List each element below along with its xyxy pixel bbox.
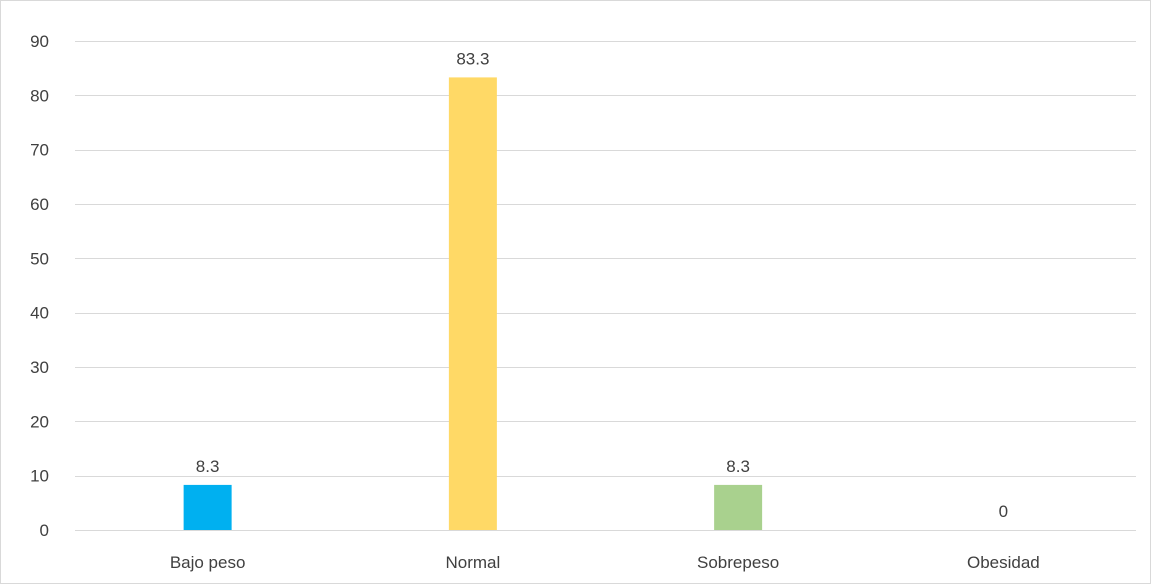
y-tick-label: 60 [30, 195, 49, 214]
y-axis-ticks: 0 10 20 30 40 50 60 70 80 90 [30, 32, 49, 540]
data-labels: 8.3 83.3 8.3 0 [196, 49, 1008, 521]
y-tick-label: 70 [30, 141, 49, 160]
x-tick-label: Sobrepeso [697, 553, 779, 572]
bar [183, 484, 232, 530]
x-tick-label: Bajo peso [170, 553, 246, 572]
gridlines [75, 41, 1136, 531]
data-label: 8.3 [196, 457, 220, 476]
bars [183, 77, 763, 531]
y-tick-label: 30 [30, 358, 49, 377]
bar [714, 484, 763, 530]
y-tick-label: 90 [30, 32, 49, 51]
y-tick-label: 80 [30, 86, 49, 105]
x-axis-ticks: Bajo peso Normal Sobrepeso Obesidad [170, 553, 1040, 572]
y-tick-label: 0 [40, 521, 49, 540]
bar [448, 77, 497, 531]
y-tick-label: 10 [30, 467, 49, 486]
x-tick-label: Obesidad [967, 553, 1040, 572]
y-tick-label: 50 [30, 249, 49, 268]
y-tick-label: 40 [30, 304, 49, 323]
data-label: 0 [999, 502, 1008, 521]
data-label: 83.3 [456, 49, 489, 68]
y-tick-label: 20 [30, 412, 49, 431]
x-tick-label: Normal [445, 553, 500, 572]
data-label: 8.3 [726, 457, 750, 476]
